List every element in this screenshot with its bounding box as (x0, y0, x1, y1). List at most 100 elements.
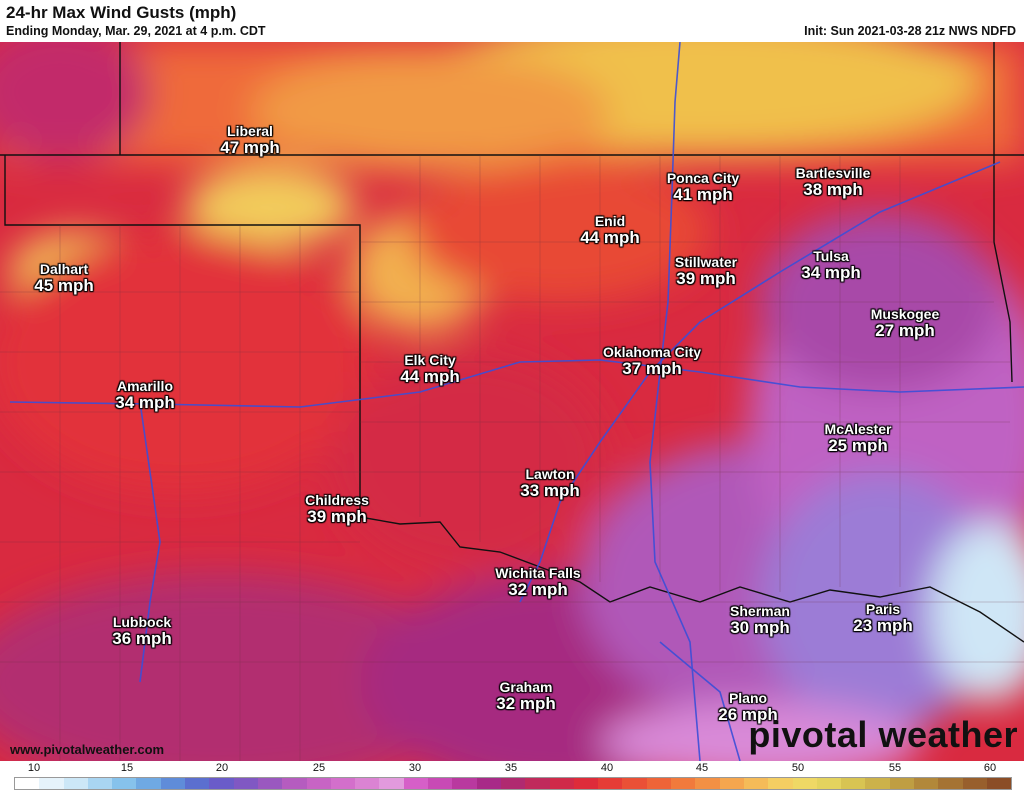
city-label-oklahoma-city: Oklahoma City 37 mph (602, 344, 702, 379)
city-name: Liberal (227, 123, 273, 139)
legend-swatch (282, 778, 307, 789)
city-gust-value: 25 mph (828, 436, 888, 456)
legend-swatch (671, 778, 696, 789)
legend-tick: 20 (215, 762, 229, 774)
city-gust-value: 44 mph (400, 367, 460, 387)
legend-swatch (306, 778, 331, 789)
legend-swatch (330, 778, 356, 789)
city-gust-value: 37 mph (622, 359, 682, 379)
legend-tick: 25 (312, 762, 326, 774)
city-name: Plano (728, 690, 768, 706)
legend-swatch (476, 778, 501, 789)
city-label-tulsa: Tulsa 34 mph (801, 248, 861, 283)
legend-tick-labels: 10 15 20 25 30 35 40 45 50 55 60 (0, 761, 1024, 777)
city-name: Dalhart (39, 261, 89, 277)
city-label-enid: Enid 44 mph (580, 213, 640, 248)
city-label-lubbock: Lubbock 36 mph (112, 614, 172, 649)
legend-tick: 60 (983, 762, 997, 774)
map-valid-time: Ending Monday, Mar. 29, 2021 at 4 p.m. C… (6, 24, 266, 38)
city-name: Ponca City (666, 170, 740, 186)
legend-swatch (573, 778, 599, 789)
city-label-graham: Graham 32 mph (496, 679, 556, 714)
city-name: Amarillo (116, 378, 173, 394)
legend-swatch (355, 778, 380, 789)
city-gust-value: 44 mph (580, 228, 640, 248)
city-label-bartlesville: Bartlesville 38 mph (795, 165, 871, 200)
legend-swatch (986, 778, 1012, 789)
city-gust-value: 34 mph (115, 393, 175, 413)
legend-swatch (452, 778, 477, 789)
legend-tick: 50 (791, 762, 805, 774)
city-name: Enid (594, 213, 626, 229)
city-name: Paris (865, 601, 901, 617)
city-label-paris: Paris 23 mph (853, 601, 913, 636)
city-gust-value: 47 mph (220, 138, 280, 158)
city-name: Sherman (730, 603, 790, 619)
city-gust-value: 38 mph (803, 180, 863, 200)
city-gust-value: 45 mph (34, 276, 94, 296)
legend-swatch (646, 778, 672, 789)
legend-swatch (549, 778, 574, 789)
city-name: Bartlesville (795, 165, 871, 181)
legend-swatch (719, 778, 744, 789)
model-init-time: Init: Sun 2021-03-28 21z NWS NDFD (804, 24, 1016, 38)
legend-swatch (39, 778, 64, 789)
legend-swatch (112, 778, 137, 789)
legend-swatch (209, 778, 234, 789)
legend-swatch (889, 778, 914, 789)
city-name: Tulsa (813, 248, 849, 264)
legend-tick: 35 (504, 762, 518, 774)
city-label-liberal: Liberal 47 mph (220, 123, 280, 158)
city-label-ponca-city: Ponca City 41 mph (666, 170, 740, 205)
city-name: Wichita Falls (495, 565, 581, 581)
legend-swatch (816, 778, 842, 789)
city-gust-value: 39 mph (307, 507, 367, 527)
legend-swatch (15, 778, 40, 789)
legend-swatch (379, 778, 404, 789)
legend-swatch (233, 778, 258, 789)
legend-tick: 15 (120, 762, 134, 774)
city-gust-value: 26 mph (718, 705, 778, 725)
city-label-dalhart: Dalhart 45 mph (34, 261, 94, 296)
legend-swatch (500, 778, 526, 789)
legend-color-bar (14, 777, 1012, 790)
city-label-wichita-falls: Wichita Falls 32 mph (495, 565, 581, 600)
map-canvas (0, 42, 1024, 761)
legend-tick: 40 (600, 762, 614, 774)
city-label-childress: Childress 39 mph (305, 492, 369, 527)
city-label-elk-city: Elk City 44 mph (400, 352, 460, 387)
legend-swatch (403, 778, 429, 789)
city-label-amarillo: Amarillo 34 mph (115, 378, 175, 413)
city-name: Lubbock (112, 614, 172, 630)
legend-tick: 10 (27, 762, 41, 774)
city-label-lawton: Lawton 33 mph (520, 466, 580, 501)
city-gust-value: 30 mph (730, 618, 790, 638)
legend-swatch (63, 778, 88, 789)
brand-logo: pivotal weather (748, 714, 1018, 755)
city-label-muskogee: Muskogee 27 mph (870, 306, 940, 341)
city-label-sherman: Sherman 30 mph (730, 603, 790, 638)
website-url[interactable]: www.pivotalweather.com (10, 742, 165, 757)
legend-swatch (136, 778, 161, 789)
city-name: Stillwater (674, 254, 738, 270)
legend-swatch (87, 778, 113, 789)
city-gust-value: 33 mph (520, 481, 580, 501)
city-label-plano: Plano 26 mph (718, 690, 778, 725)
wind-gust-map[interactable] (0, 42, 1024, 761)
city-name: Elk City (404, 352, 456, 368)
city-name: Graham (499, 679, 553, 695)
legend-swatch (792, 778, 817, 789)
legend-tick: 55 (888, 762, 902, 774)
city-name: McAlester (824, 421, 892, 437)
legend-swatch (622, 778, 647, 789)
legend-swatch (525, 778, 550, 789)
city-gust-value: 41 mph (673, 185, 733, 205)
city-gust-value: 34 mph (801, 263, 861, 283)
city-name: Oklahoma City (602, 344, 702, 360)
city-gust-value: 39 mph (676, 269, 736, 289)
city-gust-value: 23 mph (853, 616, 913, 636)
legend-tick: 45 (695, 762, 709, 774)
city-name: Childress (305, 492, 369, 508)
city-gust-value: 32 mph (508, 580, 568, 600)
city-name: Muskogee (870, 306, 940, 322)
